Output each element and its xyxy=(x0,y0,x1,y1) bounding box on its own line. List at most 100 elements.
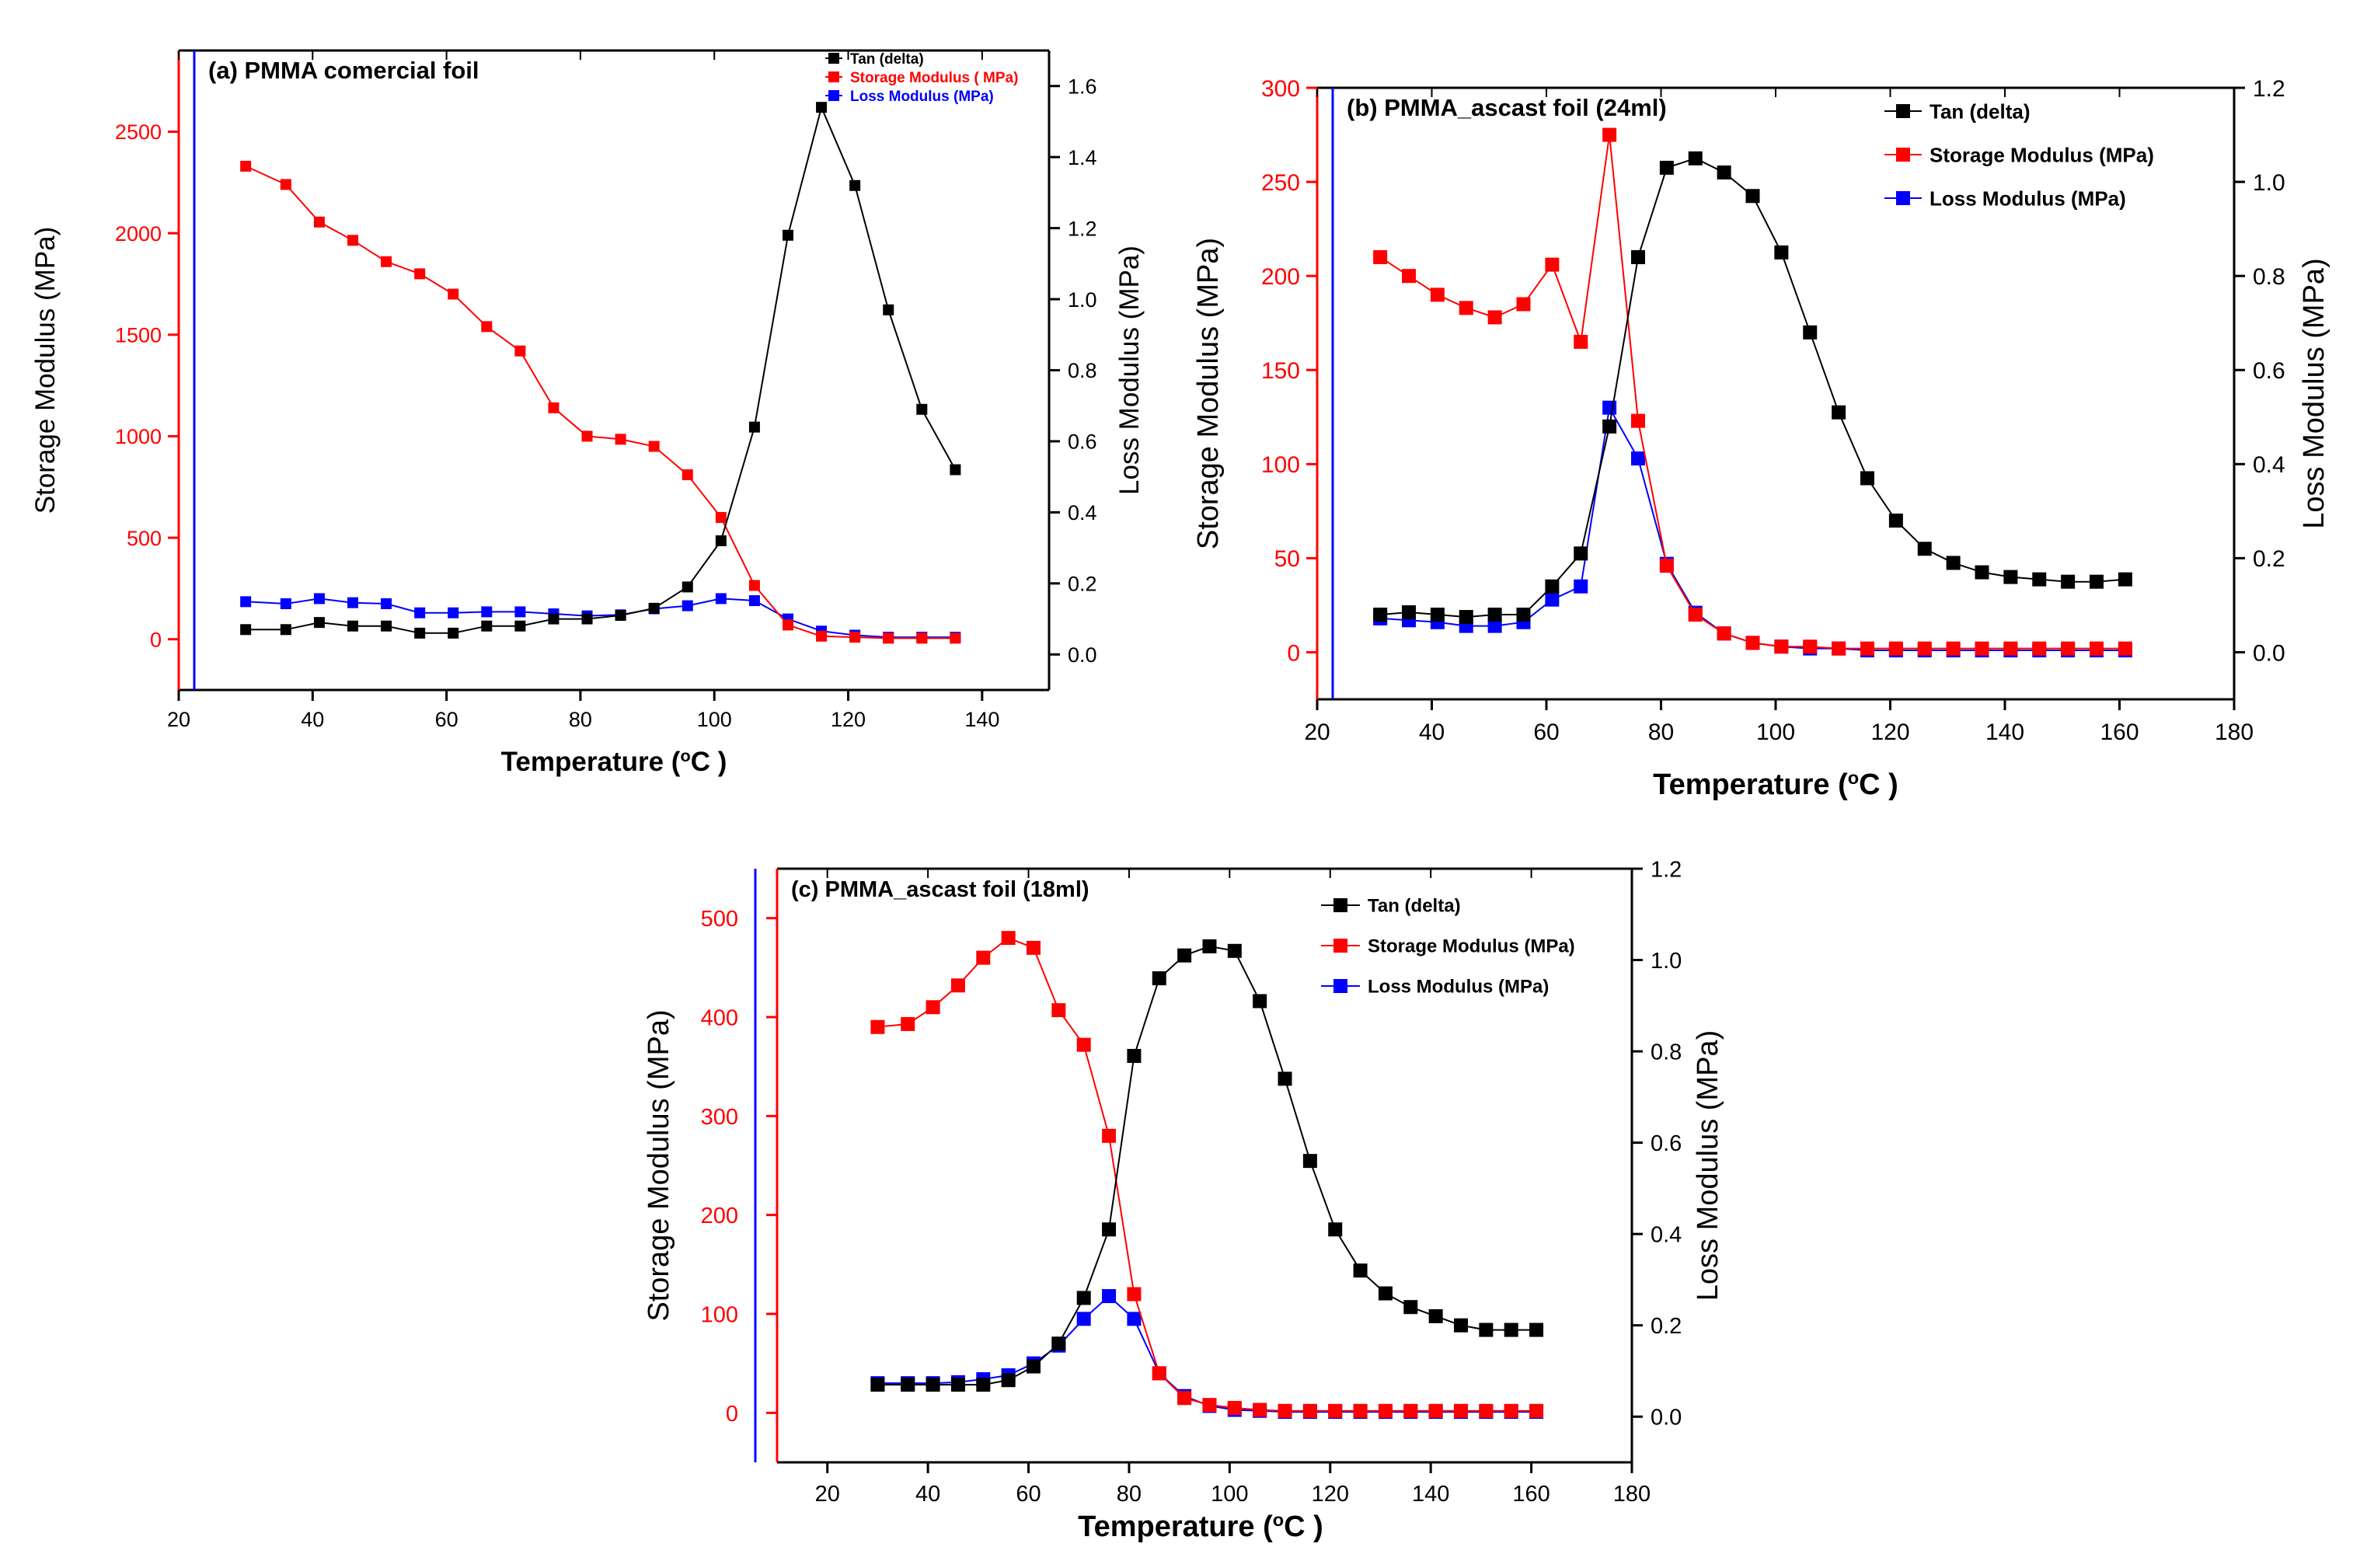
x-axis-label-main: Temperature ( xyxy=(1078,1511,1273,1543)
data-point xyxy=(1917,542,1932,556)
data-point xyxy=(240,596,252,608)
data-point xyxy=(1946,641,1961,656)
data-point xyxy=(1659,559,1674,573)
data-point xyxy=(1717,626,1731,641)
data-point xyxy=(1152,971,1166,986)
data-point xyxy=(1373,608,1388,622)
y-left-tick-label: 300 xyxy=(701,1105,738,1130)
data-point xyxy=(514,620,526,632)
data-point xyxy=(1574,334,1588,349)
y-right-tick-label: 1.4 xyxy=(1068,146,1097,169)
data-point xyxy=(1574,579,1588,594)
legend-label: Tan (delta) xyxy=(1368,896,1461,917)
data-point xyxy=(615,609,626,621)
data-point xyxy=(1602,127,1617,142)
y-left-tick-label: 300 xyxy=(1261,76,1300,102)
data-point xyxy=(1803,325,1818,340)
y-left-axis-label: Storage Modulus (MPa) xyxy=(1192,238,1225,549)
data-point xyxy=(1545,257,1560,272)
data-point xyxy=(901,1016,915,1031)
data-point xyxy=(448,627,459,639)
x-tick-label: 40 xyxy=(915,1482,940,1507)
y-right-tick-label: 0.2 xyxy=(2253,546,2285,572)
y-right-tick-label: 0.0 xyxy=(2253,640,2285,666)
data-point xyxy=(1127,1287,1142,1301)
y-left-tick-label: 1000 xyxy=(115,425,162,448)
data-point xyxy=(1529,1403,1544,1418)
data-point xyxy=(1545,579,1560,594)
data-point xyxy=(748,421,760,433)
data-point xyxy=(548,613,560,625)
data-point xyxy=(1487,618,1502,633)
data-point xyxy=(1353,1263,1368,1278)
y-right-tick-label: 1.2 xyxy=(2253,76,2285,102)
data-point xyxy=(1001,931,1016,946)
data-point xyxy=(1479,1322,1494,1337)
y-left-axis-label: Storage Modulus (MPa) xyxy=(643,1009,675,1321)
legend-label: Storage Modulus (MPa) xyxy=(1930,143,2154,166)
data-point xyxy=(976,1378,991,1392)
data-point xyxy=(1328,1222,1343,1237)
data-point xyxy=(1102,1128,1117,1143)
data-point xyxy=(950,464,961,476)
legend-label: Loss Modulus (MPa) xyxy=(1930,186,2126,210)
data-point xyxy=(1353,1403,1368,1418)
data-point xyxy=(1373,249,1388,264)
data-point xyxy=(414,627,426,639)
data-point xyxy=(2118,572,2132,587)
data-point xyxy=(1631,249,1645,264)
data-point xyxy=(1659,160,1674,175)
data-point xyxy=(1278,1071,1292,1086)
data-point xyxy=(1688,151,1703,166)
legend-marker xyxy=(828,90,839,101)
data-point xyxy=(950,632,961,644)
data-point xyxy=(926,1000,940,1015)
data-point xyxy=(280,179,291,190)
x-tick-label: 120 xyxy=(1312,1482,1349,1507)
data-point xyxy=(548,402,560,413)
data-point xyxy=(514,345,526,357)
data-point xyxy=(1378,1403,1393,1418)
y-right-tick-label: 0.4 xyxy=(2253,452,2285,478)
data-point xyxy=(1428,1308,1443,1323)
data-point xyxy=(870,1378,885,1392)
data-point xyxy=(313,617,325,629)
data-point xyxy=(1459,301,1473,315)
data-point xyxy=(682,600,693,612)
x-tick-label: 40 xyxy=(1419,720,1445,745)
x-tick-label: 80 xyxy=(569,708,592,731)
series-line-1 xyxy=(877,936,1537,1412)
data-point xyxy=(1631,451,1645,466)
data-point xyxy=(648,602,660,614)
data-point xyxy=(1946,556,1961,570)
data-point xyxy=(1516,297,1531,312)
x-tick-label: 60 xyxy=(1016,1482,1041,1507)
data-point xyxy=(615,434,626,445)
y-left-tick-label: 100 xyxy=(1261,452,1300,478)
x-tick-label: 20 xyxy=(1304,720,1330,745)
legend-marker xyxy=(1896,148,1910,162)
x-axis-label-sup: o xyxy=(680,746,690,765)
chart-title: (a) PMMA comercial foil xyxy=(208,57,479,84)
data-point xyxy=(1688,608,1703,622)
data-point xyxy=(1051,1003,1066,1018)
x-tick-label: 160 xyxy=(1512,1482,1550,1507)
x-axis-label: Temperature (oC ) xyxy=(1653,768,1898,801)
data-point xyxy=(581,613,593,625)
data-point xyxy=(481,606,493,618)
series-line-2 xyxy=(246,598,956,639)
y-left-tick-label: 1500 xyxy=(115,323,162,347)
y-right-tick-label: 0.4 xyxy=(1068,501,1097,524)
y-right-tick-label: 0.0 xyxy=(1068,643,1097,667)
legend-marker xyxy=(828,71,839,82)
data-point xyxy=(883,632,894,644)
x-axis-label-tail: C ) xyxy=(1859,768,1898,801)
data-point xyxy=(1102,1289,1117,1304)
data-point xyxy=(1860,471,1874,486)
data-point xyxy=(1529,1322,1544,1337)
y-left-tick-label: 200 xyxy=(701,1204,738,1228)
legend-marker xyxy=(1333,939,1347,953)
y-right-tick-label: 1.2 xyxy=(1651,857,1682,882)
data-point xyxy=(1177,948,1192,963)
